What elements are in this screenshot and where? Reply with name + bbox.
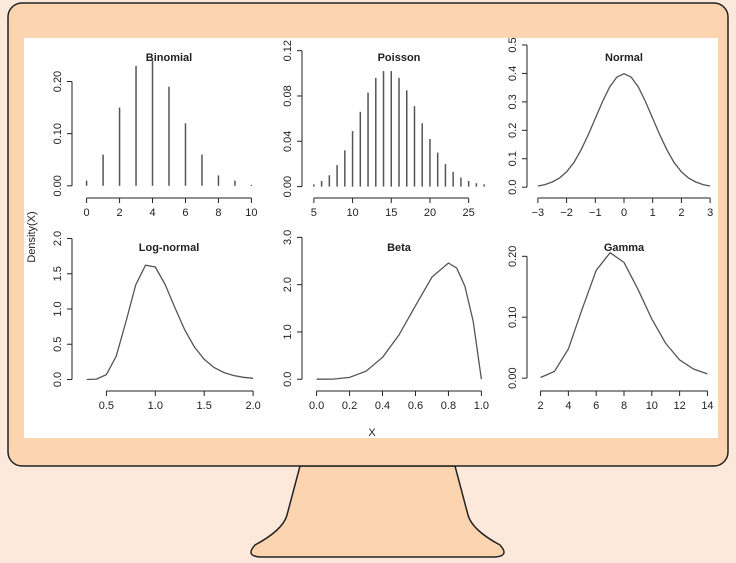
chart-title: Beta [387, 242, 412, 254]
x-tick-label: −2 [560, 207, 573, 219]
x-tick-label: 8 [621, 400, 627, 412]
x-tick-label: 3 [707, 207, 713, 219]
x-tick-label: 0.4 [375, 400, 390, 412]
y-tick-label: 0.0 [507, 180, 519, 195]
y-tick-label: 0.10 [507, 307, 519, 328]
y-tick-label: 1.5 [52, 266, 64, 281]
x-tick-label: 1 [650, 207, 656, 219]
x-tick-label: 0.0 [309, 400, 324, 412]
monitor-stand [251, 466, 504, 557]
y-tick-label: 3.0 [282, 230, 294, 245]
x-tick-label: 0 [84, 207, 90, 219]
x-tick-label: 10 [346, 207, 358, 219]
y-tick-label: 1.0 [52, 301, 64, 316]
y-tick-label: 1.0 [282, 324, 294, 339]
chart-title: Log-normal [139, 242, 200, 254]
x-tick-label: 2 [116, 207, 122, 219]
x-tick-label: 10 [245, 207, 257, 219]
y-tick-label: 0.4 [507, 66, 519, 81]
y-tick-label: 0.5 [52, 337, 64, 352]
y-tick-label: 0.20 [507, 246, 519, 267]
x-tick-label: 6 [182, 207, 188, 219]
page: {"y_label": "Density(X)", "x_label": "X"… [0, 0, 736, 563]
x-tick-label: 0.8 [441, 400, 456, 412]
x-tick-label: 1.0 [474, 400, 489, 412]
x-tick-label: 0 [621, 207, 627, 219]
y-tick-label: 0.00 [507, 367, 519, 388]
x-tick-label: 1.0 [148, 400, 163, 412]
x-tick-label: 4 [565, 400, 571, 412]
screen [24, 38, 718, 438]
x-tick-label: 10 [646, 400, 658, 412]
x-tick-label: 2 [538, 400, 544, 412]
x-tick-label: 2.0 [245, 400, 260, 412]
x-tick-label: 0.2 [342, 400, 357, 412]
y-tick-label: 2.0 [282, 277, 294, 292]
x-tick-label: 0.5 [99, 400, 114, 412]
chart-title: Normal [605, 52, 643, 64]
x-tick-label: 8 [215, 207, 221, 219]
x-axis-label: X [368, 427, 376, 439]
y-tick-label: 0.0 [52, 372, 64, 387]
x-tick-label: 0.6 [408, 400, 423, 412]
y-tick-label: 0.5 [507, 37, 519, 52]
y-tick-label: 0.04 [282, 131, 294, 152]
x-tick-label: 4 [149, 207, 155, 219]
x-tick-label: −3 [532, 207, 545, 219]
y-axis-label: Density(X) [26, 211, 38, 262]
y-tick-label: 0.12 [282, 40, 294, 61]
monitor-illustration: Density(X) X Binomial02468100.000.100.20… [0, 0, 736, 563]
y-tick-label: 2.0 [52, 231, 64, 246]
y-tick-label: 0.00 [52, 175, 64, 196]
y-tick-label: 0.2 [507, 123, 519, 138]
y-tick-label: 0.3 [507, 94, 519, 109]
x-tick-label: 1.5 [197, 400, 212, 412]
x-tick-label: −1 [589, 207, 602, 219]
x-tick-label: 12 [674, 400, 686, 412]
chart-title: Poisson [378, 52, 421, 64]
y-tick-label: 0.1 [507, 151, 519, 166]
y-tick-label: 0.10 [52, 123, 64, 144]
x-tick-label: 20 [424, 207, 436, 219]
x-tick-label: 6 [593, 400, 599, 412]
x-tick-label: 2 [678, 207, 684, 219]
y-tick-label: 0.00 [282, 176, 294, 197]
y-tick-label: 0.0 [282, 372, 294, 387]
x-tick-label: 15 [385, 207, 397, 219]
y-tick-label: 0.08 [282, 85, 294, 106]
y-tick-label: 0.20 [52, 71, 64, 92]
x-tick-label: 5 [311, 207, 317, 219]
x-tick-label: 25 [463, 207, 475, 219]
x-tick-label: 14 [701, 400, 713, 412]
